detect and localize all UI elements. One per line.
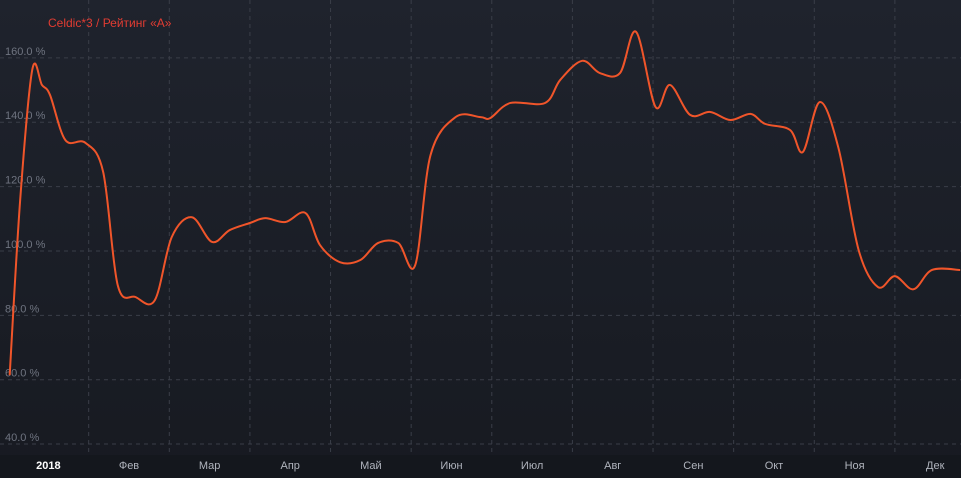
y-tick-label: 120.0 % <box>5 175 46 187</box>
x-tick-label: Мар <box>199 460 221 472</box>
x-tick-label: Июн <box>440 460 462 472</box>
x-tick-label: Апр <box>281 460 300 472</box>
x-tick-label: Окт <box>765 460 784 472</box>
legend-label: Celdic*3 / Рейтинг «А» <box>48 16 172 30</box>
x-tick-label: Сен <box>683 460 703 472</box>
x-tick-label: Авг <box>604 460 621 472</box>
x-tick-label: Ноя <box>845 460 865 472</box>
series-line <box>8 30 961 376</box>
x-tick-label: Май <box>360 460 382 472</box>
y-tick-label: 60.0 % <box>5 368 39 380</box>
y-tick-label: 100.0 % <box>5 239 46 251</box>
y-tick-label: 140.0 % <box>5 110 46 122</box>
y-tick-label: 160.0 % <box>5 46 46 58</box>
x-tick-label: Июл <box>521 460 543 472</box>
y-tick-label: 40.0 % <box>5 432 39 444</box>
x-tick-label: Фев <box>119 460 139 472</box>
x-axis-band <box>0 455 961 478</box>
y-tick-label: 80.0 % <box>5 303 39 315</box>
x-tick-label: Дек <box>926 460 945 472</box>
x-tick-label: 2018 <box>36 460 60 472</box>
